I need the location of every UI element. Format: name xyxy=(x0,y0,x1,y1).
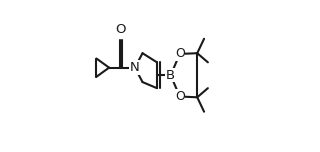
Text: N: N xyxy=(130,61,140,74)
Text: B: B xyxy=(166,69,175,82)
Text: O: O xyxy=(175,90,185,103)
Text: O: O xyxy=(115,23,125,36)
Text: O: O xyxy=(175,47,185,60)
